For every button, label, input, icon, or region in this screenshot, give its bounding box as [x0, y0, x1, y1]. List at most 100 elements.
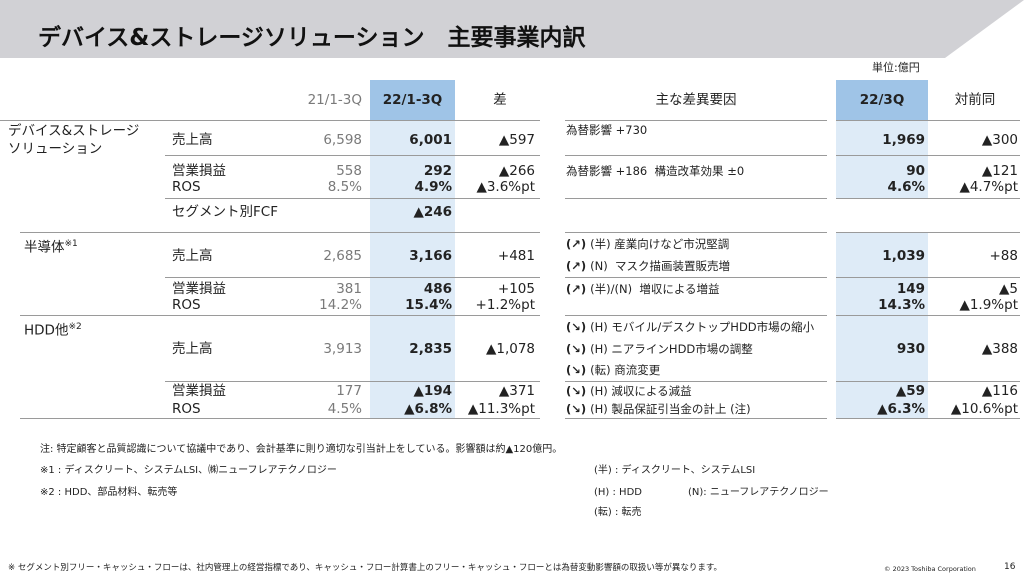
- value-q3: 1,039: [882, 248, 925, 264]
- note-1: ※1 : ディスクリート、システムLSI、㈱ニューフレアテクノロジー: [40, 465, 337, 476]
- value-diff: ▲597: [498, 132, 535, 148]
- row-item-label: ROS: [172, 179, 201, 195]
- divider-line: [565, 232, 827, 233]
- value-yoy: ▲300: [981, 132, 1018, 148]
- factor-text: (転) 商流変更: [590, 363, 661, 377]
- row-item-label: ROS: [172, 297, 201, 313]
- divider-line: [836, 198, 1020, 199]
- value-yoy: ▲10.6%pt: [950, 401, 1018, 417]
- factor-item: (↘) (H) 製品保証引当金の計上 (注): [566, 401, 751, 417]
- value-q3: ▲6.3%: [877, 401, 925, 417]
- note-provision: 注: 特定顧客と品質認識について協議中であり、会計基準に則り適切な引当計上をして…: [40, 444, 563, 455]
- value-q3: 14.3%: [878, 297, 925, 313]
- divider-line: [565, 418, 827, 419]
- value-q3: 149: [896, 281, 925, 297]
- unit-label: 単位:億円: [872, 61, 920, 74]
- value-yoy: +88: [989, 248, 1019, 264]
- segment-label: ソリューション: [8, 141, 103, 157]
- q3-column-bg: [836, 120, 928, 198]
- legend-semi: (半) : ディスクリート、システムLSI: [594, 465, 756, 476]
- value-prev: 3,913: [323, 341, 362, 357]
- copyright: © 2023 Toshiba Corporation: [884, 565, 976, 573]
- trend-arrow-icon: (↘): [566, 402, 587, 416]
- factor-text: (半)/(N) 増収による増益: [590, 282, 720, 296]
- value-prev: 2,685: [323, 248, 362, 264]
- row-item-label: 売上高: [172, 341, 213, 357]
- page-number: 16: [1004, 562, 1016, 572]
- value-prev: 4.5%: [327, 401, 362, 417]
- curr-header-bg: [370, 80, 455, 120]
- value-yoy: ▲121: [981, 163, 1018, 179]
- divider-line: [165, 277, 540, 278]
- col-header-yoy: 対前同: [954, 92, 996, 108]
- trend-arrow-icon: (↘): [566, 342, 587, 356]
- row-item-label: 売上高: [172, 132, 213, 148]
- value-diff: ▲266: [498, 163, 535, 179]
- col-header-factors: 主な差異要因: [655, 92, 737, 108]
- note-2: ※2 : HDD、部品材料、転売等: [40, 487, 178, 498]
- factor-text: (半) 産業向けなど市況堅調: [590, 237, 730, 251]
- row-item-label: 売上高: [172, 248, 213, 264]
- value-curr: ▲6.8%: [404, 401, 452, 417]
- value-prev: 177: [336, 383, 362, 399]
- factor-text: (N) マスク描画装置販売増: [590, 259, 731, 273]
- segment-label: 半導体: [24, 239, 65, 256]
- value-diff: +105: [497, 281, 535, 297]
- value-q3: 930: [896, 341, 925, 357]
- segment-label: HDD他: [24, 322, 69, 339]
- value-q3: 4.6%: [887, 179, 925, 195]
- value-curr: ▲194: [413, 383, 452, 399]
- factor-item: 為替影響 +186 構造改革効果 ±0: [566, 163, 744, 179]
- footnote-mark: ※1: [64, 239, 78, 249]
- divider-line: [836, 155, 1020, 156]
- q3-header-bg: [836, 80, 928, 120]
- value-curr: 2,835: [409, 341, 452, 357]
- divider-line: [565, 198, 827, 199]
- value-diff: +1.2%pt: [475, 297, 535, 313]
- legend-nuflare: (N): ニューフレアテクノロジー: [688, 487, 829, 498]
- row-item-label: 営業損益: [172, 383, 226, 399]
- divider-line: [836, 315, 1020, 316]
- divider-line: [565, 315, 827, 316]
- factor-item: (↘) (H) 減収による減益: [566, 383, 692, 399]
- value-prev: 6,598: [323, 132, 362, 148]
- factor-text: 為替影響 +186 構造改革効果 ±0: [566, 164, 745, 178]
- divider-line: [165, 198, 540, 199]
- col-header-q3: 22/3Q: [859, 92, 905, 108]
- divider-line: [565, 120, 827, 121]
- segment-label: デバイス&ストレージ: [8, 123, 140, 139]
- divider-line: [836, 418, 1020, 419]
- factor-item: (↗) (半) 産業向けなど市況堅調: [566, 236, 729, 252]
- factor-item: (↘) (転) 商流変更: [566, 362, 660, 378]
- segment-dss: デバイス&ストレージ ソリューション: [8, 122, 139, 158]
- divider-line: [836, 277, 1020, 278]
- row-item-label: 営業損益: [172, 163, 226, 179]
- value-yoy: ▲388: [981, 341, 1018, 357]
- value-curr: 6,001: [409, 132, 452, 148]
- value-curr: 15.4%: [405, 297, 452, 313]
- factor-item: (↘) (H) ニアラインHDD市場の調整: [566, 341, 753, 357]
- row-item-label: 営業損益: [172, 281, 226, 297]
- col-header-prev: 21/1-3Q: [307, 92, 362, 108]
- value-curr: 3,166: [409, 248, 452, 264]
- value-curr: 4.9%: [414, 179, 452, 195]
- segment-semiconductor: 半導体※1: [24, 236, 78, 256]
- divider-line: [836, 381, 1020, 382]
- value-yoy: ▲5: [999, 281, 1018, 297]
- factor-text: (H) ニアラインHDD市場の調整: [590, 342, 753, 356]
- value-curr: 486: [423, 281, 452, 297]
- factor-item: (↗) (N) マスク描画装置販売増: [566, 258, 730, 274]
- value-yoy: ▲116: [981, 383, 1018, 399]
- factor-text: (H) 製品保証引当金の計上 (注): [590, 402, 751, 416]
- divider-line: [20, 315, 540, 316]
- divider-line: [20, 232, 540, 233]
- factor-item: (↘) (H) モバイル/デスクトップHDD市場の縮小: [566, 319, 814, 335]
- header-band: [0, 0, 1024, 58]
- q3-column-bg: [836, 232, 928, 418]
- footnote-mark: ※2: [68, 322, 82, 332]
- value-yoy: ▲1.9%pt: [959, 297, 1018, 313]
- value-prev: 8.5%: [327, 179, 362, 195]
- factor-item: 為替影響 +730: [566, 122, 647, 138]
- value-diff: ▲3.6%pt: [476, 179, 535, 195]
- value-diff: ▲371: [498, 383, 535, 399]
